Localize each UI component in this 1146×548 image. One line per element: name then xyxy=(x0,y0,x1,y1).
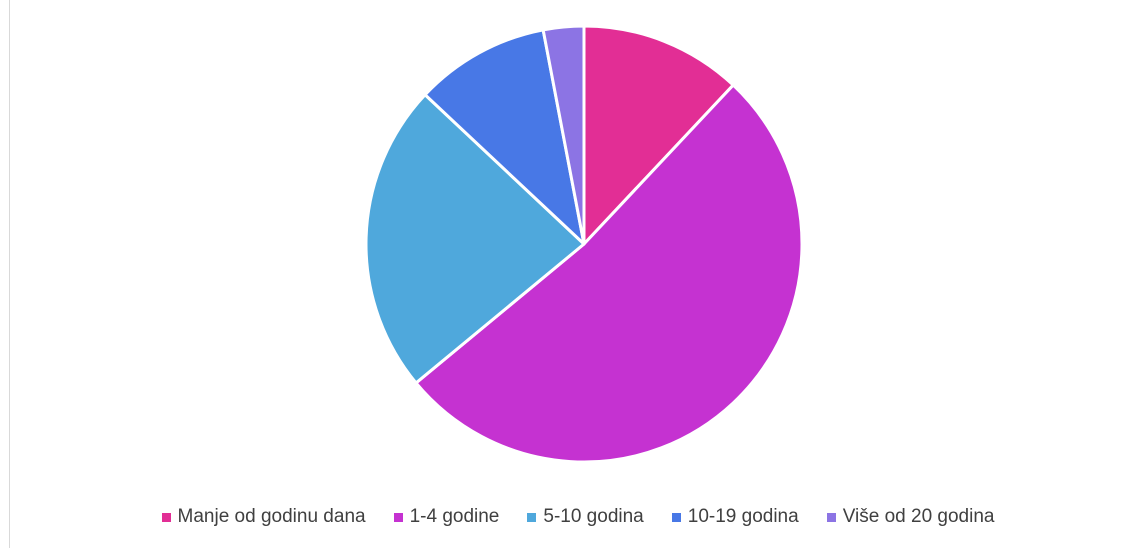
legend-label: 10-19 godina xyxy=(687,506,799,527)
legend: Manje od godinu dana 1-4 godine 5-10 god… xyxy=(10,506,1146,528)
legend-swatch xyxy=(527,512,537,522)
legend-label: 5-10 godina xyxy=(543,506,644,527)
pie-slice-manje-od-godinu-dana xyxy=(582,24,735,246)
legend-label: Više od 20 godina xyxy=(842,506,995,527)
legend-swatch xyxy=(826,512,836,522)
legend-item-10-19-godina: 10-19 godina xyxy=(671,506,799,528)
pie-chart xyxy=(364,24,804,464)
legend-swatch xyxy=(671,512,681,522)
chart-frame: Manje od godinu dana 1-4 godine 5-10 god… xyxy=(9,0,1146,548)
pie-slice-1-4-godine xyxy=(414,83,804,464)
legend-item-manje-od-godinu-dana: Manje od godinu dana xyxy=(161,506,366,528)
legend-item-vise-od-20-godina: Više od 20 godina xyxy=(826,506,995,528)
legend-item-5-10-godina: 5-10 godina xyxy=(527,506,644,528)
legend-label: 1-4 godine xyxy=(409,506,500,527)
legend-label: Manje od godinu dana xyxy=(177,506,366,527)
pie-slice-10-19-godina xyxy=(423,28,586,246)
legend-swatch xyxy=(393,512,403,522)
legend-item-1-4-godine: 1-4 godine xyxy=(393,506,500,528)
pie-slice-vi-e-od-20-godina xyxy=(541,24,586,246)
legend-swatch xyxy=(161,512,171,522)
pie-slice-5-10-godina xyxy=(364,93,586,385)
